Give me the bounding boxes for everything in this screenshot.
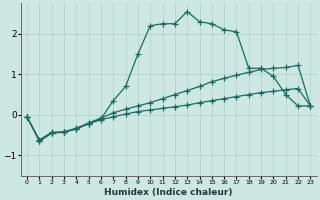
X-axis label: Humidex (Indice chaleur): Humidex (Indice chaleur) — [104, 188, 233, 197]
